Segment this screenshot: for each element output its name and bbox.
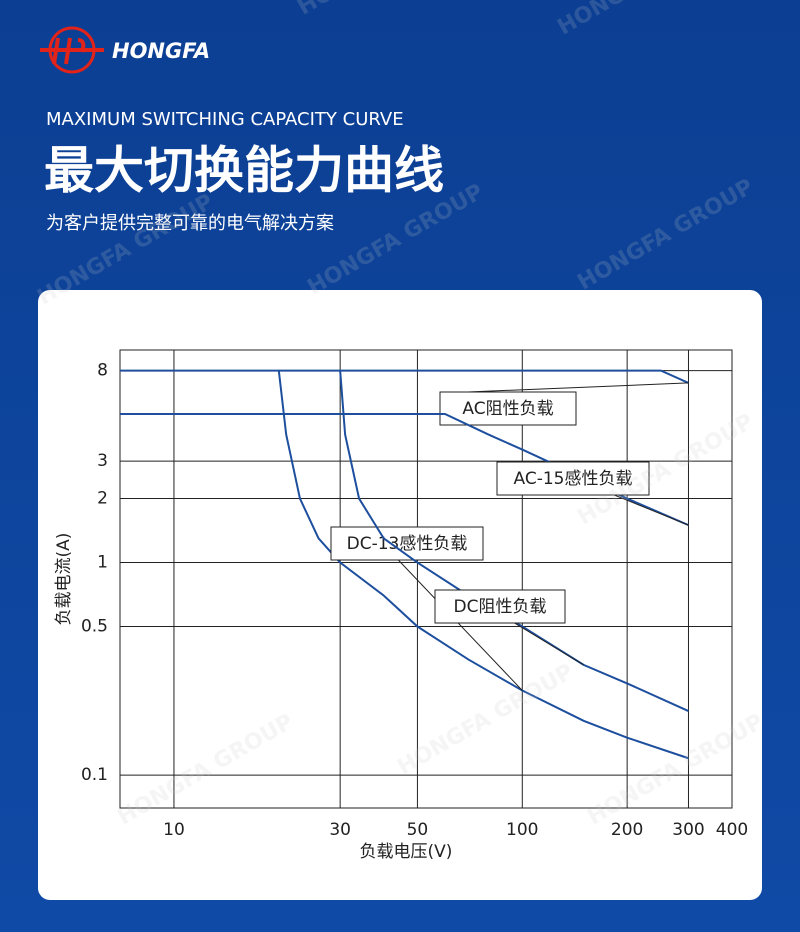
series-line [120, 369, 689, 384]
series-label: DC-13感性负载 [347, 534, 468, 554]
y-tick-label: 0.5 [81, 617, 108, 637]
title: 最大切换能力曲线 [44, 142, 444, 200]
y-tick-label: 0.1 [81, 765, 108, 785]
leader-line [467, 382, 689, 393]
series-label: DC阻性负载 [454, 597, 547, 617]
label-box [496, 461, 650, 496]
x-tick-label: 50 [407, 820, 429, 840]
chart-card [38, 290, 762, 900]
x-tick-label: 400 [716, 820, 748, 840]
x-tick-label: 200 [611, 820, 643, 840]
x-tick-label: 100 [506, 820, 538, 840]
series-line [277, 370, 689, 760]
watermark: HONGFA GROUP [554, 0, 738, 40]
watermark: HONGFA GROUP [294, 0, 478, 20]
tagline: 为客户提供完整可靠的电气解决方案 [46, 213, 334, 234]
label-box [434, 589, 566, 624]
y-axis-label: 负载电流(A) [54, 533, 74, 626]
series-line [339, 370, 689, 713]
x-tick-label: 30 [329, 820, 351, 840]
y-tick-label: 1 [97, 553, 108, 573]
x-tick-label: 10 [163, 820, 185, 840]
label-box [439, 391, 577, 426]
logo [40, 26, 104, 74]
y-tick-label: 8 [97, 361, 108, 381]
series-line [120, 412, 689, 527]
watermark: HONGFA GROUP [574, 175, 758, 296]
x-axis-label: 负载电压(V) [360, 842, 453, 862]
brand: HONGFA [112, 39, 210, 63]
x-tick-label: 300 [672, 820, 704, 840]
plot: 10 30 50 100 200 300 400 8 3 2 1 0.5 0.1 负载电压(V) 负载电流(… [54, 349, 748, 862]
subtitle: MAXIMUM SWITCHING CAPACITY CURVE [46, 109, 404, 130]
y-tick-label: 3 [97, 451, 108, 471]
series-label: AC-15感性负载 [514, 469, 633, 489]
series-label: AC阻性负载 [462, 399, 553, 419]
y-tick-label: 2 [97, 489, 108, 509]
